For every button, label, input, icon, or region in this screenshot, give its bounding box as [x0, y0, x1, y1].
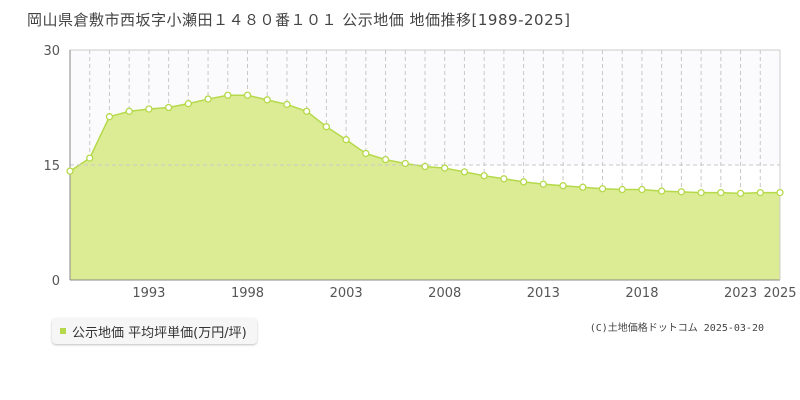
data-point: [145, 105, 153, 113]
x-tick-label: 2023: [724, 286, 757, 301]
x-tick-label: 1998: [231, 286, 264, 301]
data-point: [401, 159, 409, 168]
data-point: [66, 167, 74, 175]
data-point: [125, 107, 133, 115]
data-point: [184, 100, 192, 108]
copyright-text: (C)土地価格ドットコム 2025-03-20: [589, 323, 764, 334]
data-point: [105, 113, 114, 121]
data-point: [480, 172, 488, 180]
data-point: [697, 188, 705, 197]
data-point: [342, 136, 350, 144]
x-tick-label: 2013: [527, 286, 560, 301]
x-tick-label: 2003: [330, 286, 363, 301]
data-point: [283, 100, 291, 109]
y-tick-label: 15: [43, 159, 60, 174]
chart-title: 岡山県倉敷市西坂字小瀬田１４８０番１０１ 公示地価 地価推移[1989-2025…: [27, 11, 571, 29]
data-point: [362, 149, 370, 158]
data-point: [500, 175, 508, 183]
legend-swatch: [60, 328, 66, 334]
y-tick-label: 30: [43, 44, 60, 59]
data-point: [224, 91, 232, 99]
data-point: [322, 123, 331, 131]
data-point: [460, 168, 469, 176]
data-point: [658, 187, 666, 195]
x-tick-label: 2008: [428, 286, 461, 301]
data-point: [598, 185, 607, 193]
data-point: [579, 183, 587, 191]
data-point: [776, 188, 784, 197]
data-point: [263, 96, 271, 104]
data-point: [559, 182, 567, 190]
data-point: [86, 154, 94, 162]
data-point: [204, 95, 212, 103]
data-point: [539, 180, 547, 188]
data-point: [381, 155, 390, 164]
data-point: [677, 188, 686, 196]
data-point: [164, 103, 173, 112]
data-point: [717, 188, 725, 197]
data-point: [519, 178, 528, 186]
data-point: [303, 107, 311, 115]
data-point: [638, 185, 646, 194]
y-tick-label: 0: [52, 274, 60, 289]
x-tick-label: 2025: [763, 286, 796, 301]
data-point: [441, 164, 449, 172]
data-point: [756, 188, 764, 197]
data-point: [243, 91, 252, 99]
series-area: [70, 95, 780, 280]
data-point: [421, 162, 429, 171]
legend: 公示地価 平均坪単価(万円/坪): [52, 318, 257, 344]
legend-label: 公示地価 平均坪単価(万円/坪): [72, 325, 247, 341]
data-point: [736, 189, 745, 198]
data-point: [618, 185, 626, 194]
x-tick-label: 1993: [132, 286, 165, 301]
x-tick-label: 2018: [625, 286, 658, 301]
